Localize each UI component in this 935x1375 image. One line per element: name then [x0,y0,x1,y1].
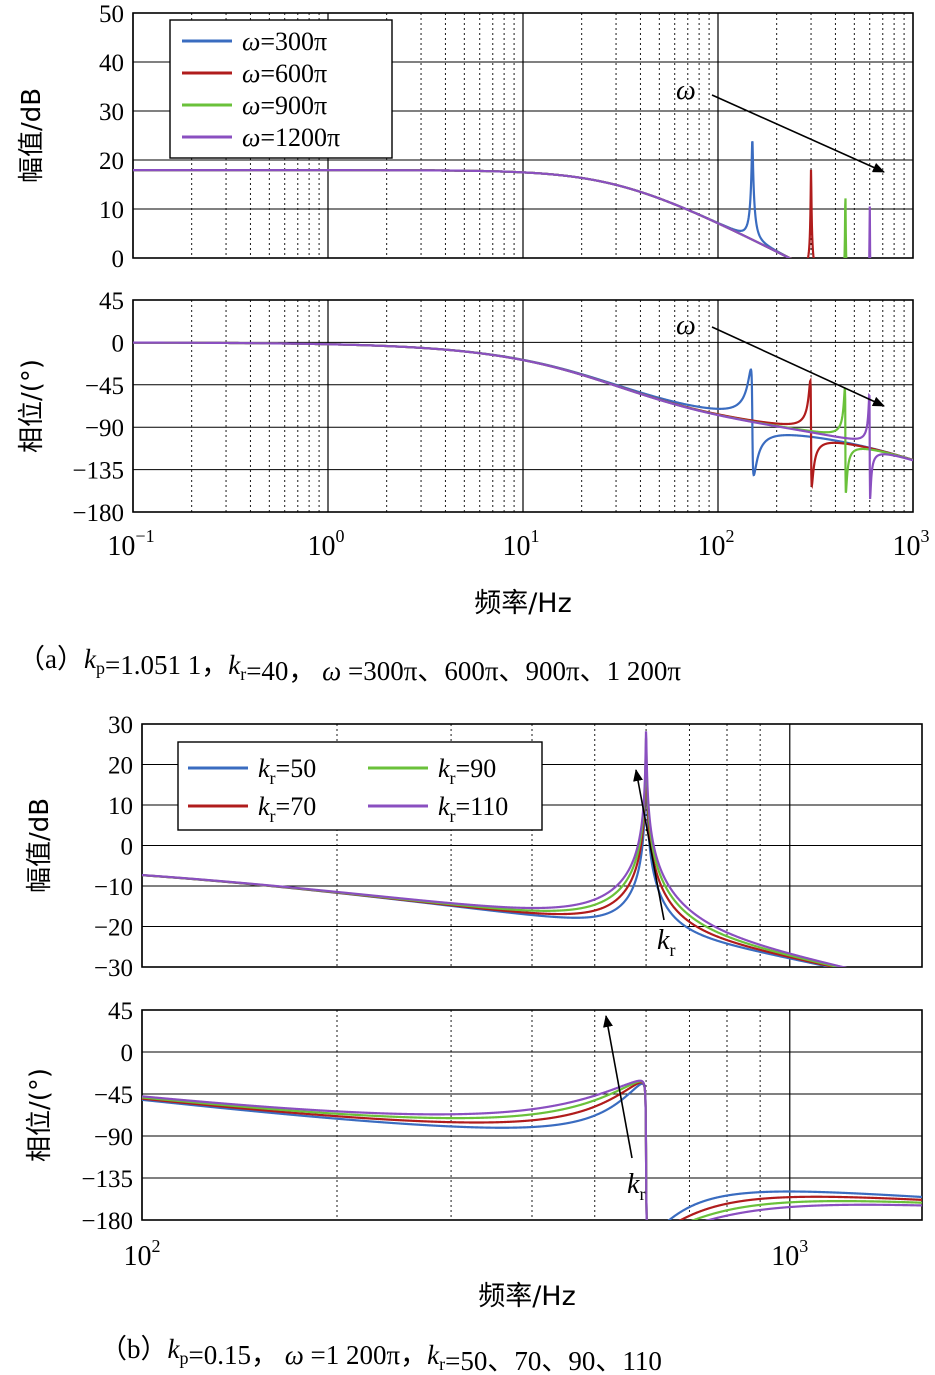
b-xtick-label: 103 [771,1236,808,1272]
b-ph-series-2-line [142,1081,922,1220]
b-legend: kr=50 kr=70 kr=90 kr=110 [177,741,543,831]
a-x-axis: 10−1 100 101 102 103 频率/Hz [107,526,929,619]
a-ph-ytick-label: −45 [85,373,124,400]
b-xtick-label: 102 [124,1236,161,1272]
b-mag-ytick-label: 30 [108,712,133,739]
a-mag-ytick-label: 50 [99,1,124,28]
a-ph-ytick-label: −90 [85,415,124,442]
b-ph-ytick-label: 45 [108,998,133,1025]
a-caption: （a）kp=1.051 1，kr=40， ω =300π、600π、900π、1… [18,644,681,686]
a-ph-ytick-label: −135 [72,458,124,485]
a-ph-series-4-line [133,341,913,500]
a-mag-ylabel: 幅值/dB [17,88,47,183]
b-ph-panel: −180 −135 −90 −45 0 45 相位/(°) kr [25,998,923,1235]
b-mag-ytick-label: 0 [121,834,134,861]
b-mag-ytick-label: 20 [108,753,133,780]
b-x-axis: 102 103 频率/Hz [124,1236,809,1312]
b-ph-ylabel: 相位/(°) [25,1068,55,1162]
a-mag-omega-annotation: ω [676,75,696,106]
b-ph-kr-arrow [603,1015,633,1159]
b-legend-box [177,741,543,831]
a-legend: ω=300π ω=600π ω=900π ω=1200π [169,19,393,159]
b-ph-frame [141,1009,923,1221]
a-mag-ytick-label: 30 [99,99,124,126]
a-xtick-label: 103 [893,526,930,562]
a-mag-ytick-label: 0 [112,246,125,273]
b-legend-entry-1: kr=50 [258,754,316,788]
b-mag-kr-annotation: kr [657,925,675,960]
a-mag-ytick-label: 40 [99,50,124,77]
a-ph-ytick-label: −180 [72,500,124,527]
a-mag-panel: 0 10 20 30 40 50 幅值/dB ω [17,1,914,273]
a-ph-omega-annotation: ω [676,310,696,341]
a-mag-ytick-label: 10 [99,197,124,224]
b-ph-series-3-line [142,1080,922,1220]
a-ph-ytick-label: 0 [112,330,125,357]
a-ph-frame [132,299,914,513]
a-ph-omega-arrow [711,326,885,407]
a-xlabel: 频率/Hz [474,588,572,619]
b-ph-ytick-label: −180 [81,1208,133,1235]
a-xtick-label: 101 [503,526,540,562]
a-mag-series-4-line [133,169,872,258]
a-mag-frame [132,12,914,259]
b-ph-series-1-line [142,1082,922,1220]
a-legend-entry-2: ω=600π [242,59,327,88]
b-ph-series-4-line [142,1079,922,1220]
b-xlabel: 频率/Hz [478,1281,576,1312]
b-mag-frame [141,723,923,968]
b-ph-ytick-label: −135 [81,1166,133,1193]
a-legend-entry-3: ω=900π [242,91,327,120]
a-mag-ytick-label: 20 [99,148,124,175]
b-mag-panel: −30 −20 −10 0 10 20 30 幅值/dB kr [25,712,923,982]
b-mag-ytick-label: −30 [94,955,133,982]
b-legend-entry-2: kr=70 [258,792,316,826]
b-ph-ytick-label: −45 [94,1082,133,1109]
a-xtick-label: 100 [308,526,345,562]
a-xtick-label: 102 [698,526,735,562]
b-mag-ylabel: 幅值/dB [25,798,55,893]
b-legend-entry-3: kr=90 [438,754,496,788]
a-mag-omega-arrow [711,94,885,173]
b-caption: （b）kp=0.15， ω =1 200π，kr=50、70、90、110 [100,1334,662,1375]
b-legend-entry-4: kr=110 [438,792,508,826]
a-xtick-label: 10−1 [107,526,154,562]
b-mag-series-4-line [142,731,848,967]
b-mag-ytick-label: 10 [108,793,133,820]
a-legend-entry-1: ω=300π [242,27,327,56]
b-mag-kr-arrow [633,769,665,921]
b-ph-ytick-label: 0 [121,1040,134,1067]
a-ph-panel: −180 −135 −90 −45 0 45 相位/(°) ω [17,288,914,527]
b-mag-ytick-label: −10 [94,874,133,901]
a-ph-ytick-label: 45 [99,288,124,315]
a-legend-box [169,19,393,159]
b-ph-kr-annotation: kr [627,1169,645,1204]
a-ph-ylabel: 相位/(°) [17,359,47,453]
b-mag-ytick-label: −20 [94,915,133,942]
a-legend-entry-4: ω=1200π [242,123,340,152]
b-ph-ytick-label: −90 [94,1124,133,1151]
